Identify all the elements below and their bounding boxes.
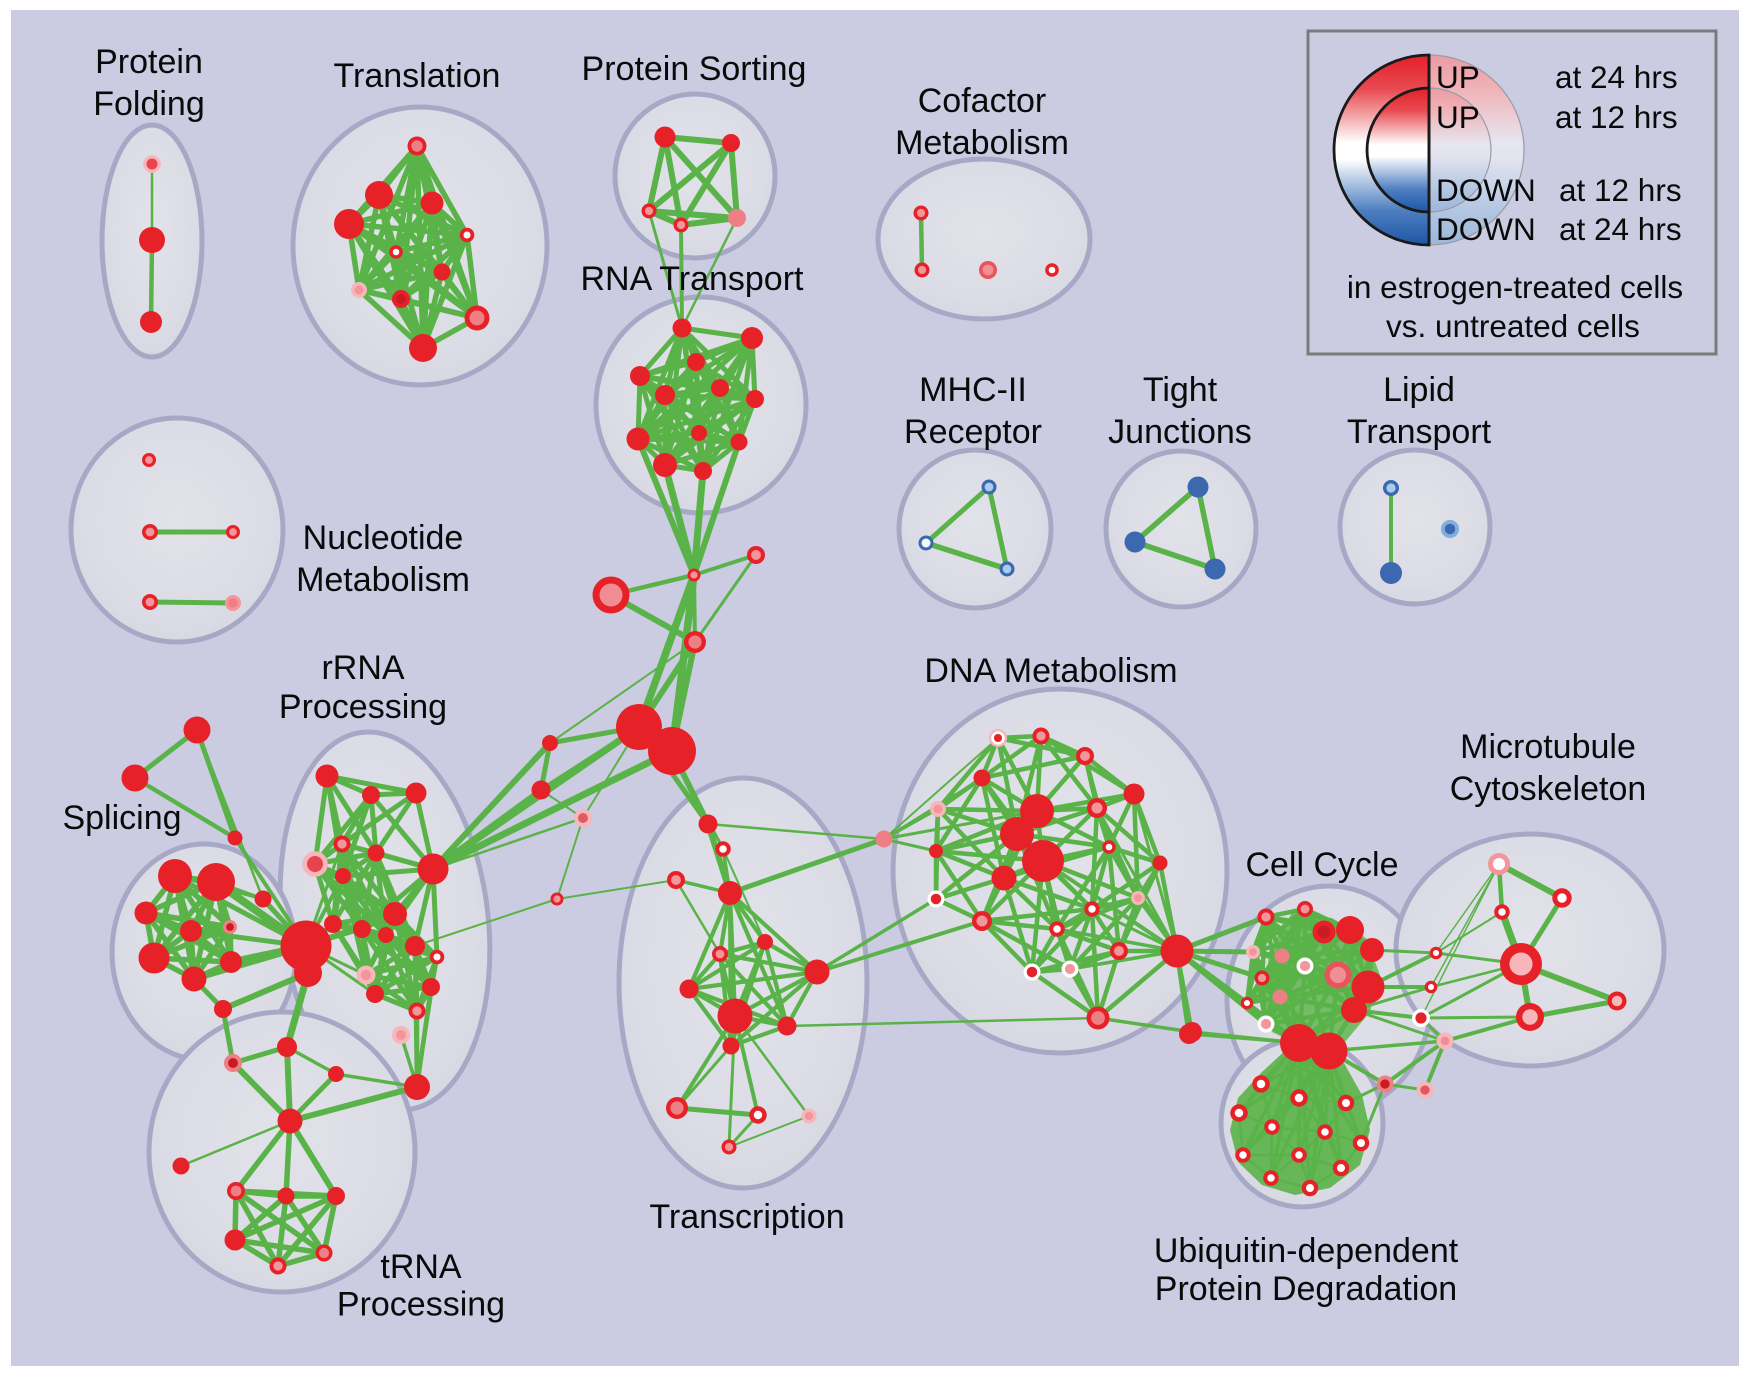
svg-text:at 12 hrs: at 12 hrs — [1555, 99, 1678, 135]
svg-text:Receptor: Receptor — [904, 413, 1042, 451]
svg-text:Ubiquitin-dependent: Ubiquitin-dependent — [1154, 1232, 1459, 1270]
svg-text:DOWN: DOWN — [1436, 211, 1536, 247]
svg-text:Splicing: Splicing — [62, 799, 181, 837]
svg-text:Cell Cycle: Cell Cycle — [1245, 846, 1398, 884]
svg-text:Folding: Folding — [93, 85, 205, 123]
svg-text:UP: UP — [1436, 99, 1480, 135]
svg-text:Transcription: Transcription — [649, 1198, 844, 1236]
svg-text:vs. untreated cells: vs. untreated cells — [1386, 308, 1640, 344]
svg-text:rRNA: rRNA — [321, 649, 404, 687]
svg-text:at 12 hrs: at 12 hrs — [1559, 172, 1682, 208]
svg-text:tRNA: tRNA — [380, 1248, 462, 1286]
svg-text:at 24 hrs: at 24 hrs — [1555, 59, 1678, 95]
svg-text:Protein Degradation: Protein Degradation — [1155, 1270, 1457, 1308]
svg-text:Translation: Translation — [334, 57, 501, 95]
svg-text:Metabolism: Metabolism — [296, 561, 470, 599]
svg-text:Processing: Processing — [337, 1286, 505, 1324]
svg-text:MHC-II: MHC-II — [919, 371, 1027, 409]
svg-text:Metabolism: Metabolism — [895, 124, 1069, 162]
svg-text:at 24 hrs: at 24 hrs — [1559, 211, 1682, 247]
svg-text:Nucleotide: Nucleotide — [303, 519, 464, 557]
svg-text:Tight: Tight — [1143, 371, 1218, 409]
svg-text:Cofactor: Cofactor — [918, 82, 1047, 120]
svg-text:RNA Transport: RNA Transport — [581, 260, 805, 298]
svg-text:DNA Metabolism: DNA Metabolism — [924, 652, 1177, 690]
svg-text:DOWN: DOWN — [1436, 172, 1536, 208]
svg-text:Protein: Protein — [95, 43, 203, 81]
svg-text:Lipid: Lipid — [1383, 371, 1455, 409]
svg-text:Cytoskeleton: Cytoskeleton — [1450, 770, 1647, 808]
svg-text:Processing: Processing — [279, 688, 447, 726]
svg-text:UP: UP — [1436, 59, 1480, 95]
svg-text:in estrogen-treated cells: in estrogen-treated cells — [1347, 269, 1683, 305]
svg-text:Transport: Transport — [1347, 413, 1492, 451]
svg-text:Junctions: Junctions — [1108, 413, 1252, 451]
svg-text:Microtubule: Microtubule — [1460, 728, 1636, 766]
svg-text:Protein Sorting: Protein Sorting — [582, 50, 807, 88]
